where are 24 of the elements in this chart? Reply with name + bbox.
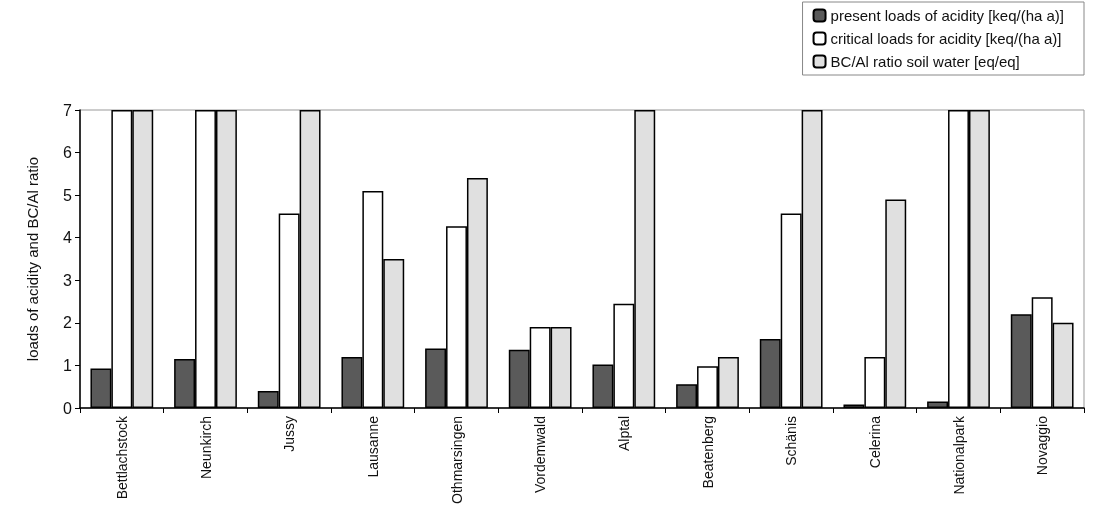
x-tick-label: Bettlachstock <box>113 415 130 500</box>
x-tick-label: Nationalpark <box>950 415 967 495</box>
x-tick-label: Novaggio <box>1034 415 1051 476</box>
x-tick-label: Othmarsingen <box>448 416 465 504</box>
x-tick-label: Lausanne <box>364 415 381 478</box>
x-tick-label: Beatenberg <box>699 416 716 489</box>
legend-label: present loads of acidity [keq/(ha a)] <box>830 7 1065 24</box>
legend-label: critical loads for acidity [keq/(ha a)] <box>830 30 1062 47</box>
y-tick-label: 3 <box>63 271 73 289</box>
x-tick-label: Alptal <box>615 416 632 452</box>
x-tick-label: Schänis <box>783 416 800 466</box>
legend-label: BC/Al ratio soil water [eq/eq] <box>830 53 1020 70</box>
x-tick-label: Jussy <box>281 416 298 452</box>
y-tick-label: 7 <box>63 101 73 119</box>
y-tick-label: 2 <box>63 314 73 332</box>
y-tick-label: 5 <box>63 186 73 204</box>
y-tick-label: 6 <box>63 144 73 162</box>
y-tick-label: 4 <box>63 229 73 247</box>
y-tick-label: 1 <box>63 356 73 374</box>
y-axis-title: loads of acidity and BC/Al ratio <box>24 156 41 362</box>
x-tick-label: Celerina <box>866 415 883 469</box>
x-tick-label: Neunkirch <box>197 416 214 480</box>
x-tick-label: Vordemwald <box>532 416 549 494</box>
y-tick-label: 0 <box>63 399 73 417</box>
